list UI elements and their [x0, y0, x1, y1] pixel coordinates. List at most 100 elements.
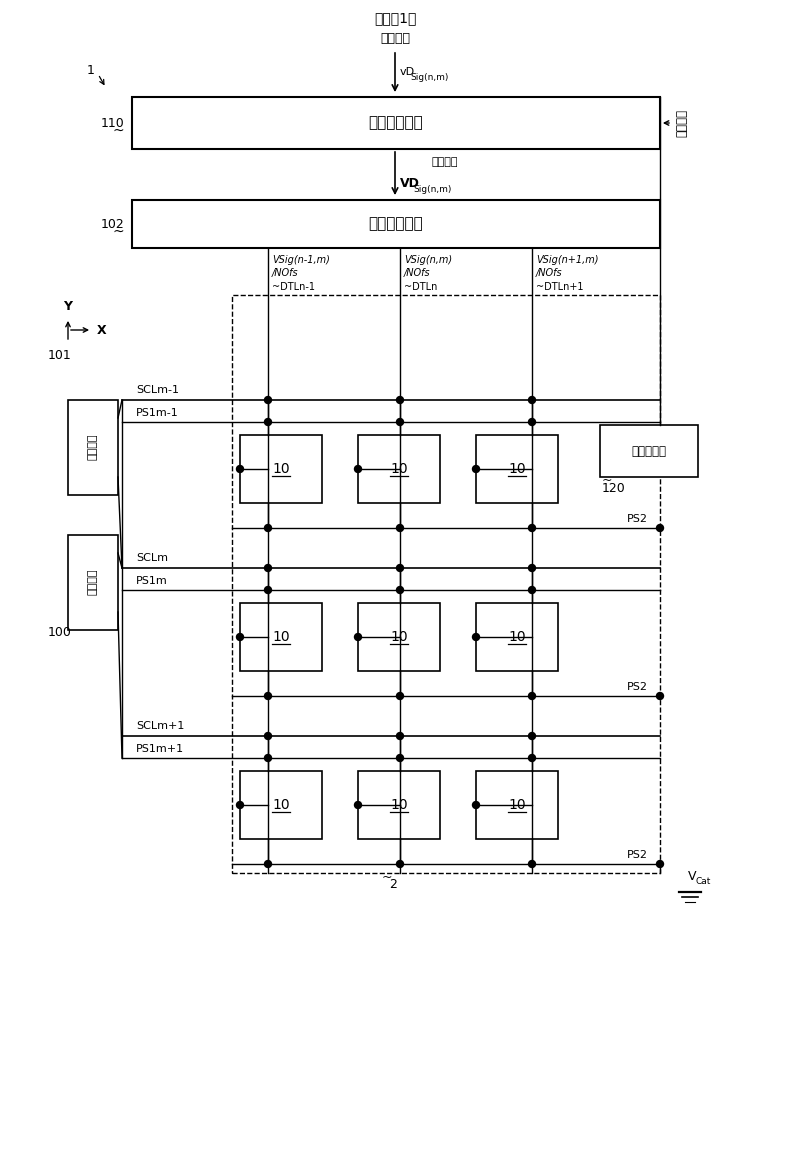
- Circle shape: [265, 396, 271, 404]
- Circle shape: [397, 587, 403, 594]
- Circle shape: [354, 633, 362, 640]
- Circle shape: [265, 564, 271, 572]
- Text: /NOfs: /NOfs: [404, 268, 430, 279]
- Text: 亮度校正单元: 亮度校正单元: [369, 115, 423, 130]
- Circle shape: [397, 396, 403, 404]
- Bar: [476, 435, 558, 503]
- Text: Sig(n,m): Sig(n,m): [410, 73, 448, 82]
- Circle shape: [397, 419, 403, 426]
- Circle shape: [529, 755, 535, 762]
- Text: SCLm: SCLm: [136, 552, 168, 563]
- Circle shape: [473, 801, 479, 808]
- Text: Sig(n,m): Sig(n,m): [413, 184, 451, 193]
- Text: 2: 2: [389, 878, 397, 892]
- Text: ~: ~: [602, 474, 613, 487]
- Text: 10: 10: [390, 798, 408, 811]
- Text: 120: 120: [602, 482, 626, 495]
- Circle shape: [657, 861, 663, 868]
- Text: ~: ~: [112, 224, 124, 239]
- Circle shape: [529, 525, 535, 532]
- Text: 10: 10: [272, 630, 290, 645]
- Text: 100: 100: [48, 625, 72, 639]
- Text: ~DTLn: ~DTLn: [404, 282, 438, 292]
- Text: PS2: PS2: [627, 849, 648, 860]
- Text: VD: VD: [400, 176, 420, 190]
- Text: 输入信号: 输入信号: [380, 31, 410, 45]
- Bar: [476, 603, 558, 671]
- Text: 10: 10: [272, 462, 290, 477]
- Circle shape: [529, 564, 535, 572]
- Text: 信号输出电路: 信号输出电路: [369, 216, 423, 231]
- Text: ~DTLn+1: ~DTLn+1: [536, 282, 583, 292]
- Circle shape: [397, 525, 403, 532]
- Text: Cat: Cat: [695, 877, 710, 885]
- Text: PS1m-1: PS1m-1: [136, 407, 178, 418]
- Text: 102: 102: [100, 218, 124, 230]
- Bar: [600, 425, 698, 477]
- Text: ~: ~: [112, 124, 124, 138]
- Text: 10: 10: [508, 630, 526, 645]
- Bar: [232, 295, 660, 872]
- Circle shape: [397, 732, 403, 739]
- Text: PS1m: PS1m: [136, 576, 168, 586]
- Text: 110: 110: [100, 116, 124, 130]
- Bar: [68, 401, 118, 495]
- Bar: [132, 97, 660, 148]
- Text: PS1m+1: PS1m+1: [136, 744, 184, 754]
- Circle shape: [237, 633, 243, 640]
- Bar: [68, 535, 118, 630]
- Circle shape: [473, 465, 479, 473]
- Circle shape: [657, 525, 663, 532]
- Text: Y: Y: [63, 300, 73, 313]
- Circle shape: [265, 755, 271, 762]
- Circle shape: [265, 732, 271, 739]
- Circle shape: [529, 732, 535, 739]
- Text: 10: 10: [390, 462, 408, 477]
- Circle shape: [473, 633, 479, 640]
- Bar: [358, 435, 440, 503]
- Circle shape: [657, 693, 663, 700]
- Text: 10: 10: [272, 798, 290, 811]
- Text: /NOfs: /NOfs: [536, 268, 562, 279]
- Circle shape: [397, 693, 403, 700]
- Bar: [476, 771, 558, 839]
- Circle shape: [265, 525, 271, 532]
- Circle shape: [397, 861, 403, 868]
- Bar: [240, 771, 322, 839]
- Text: V: V: [688, 869, 697, 883]
- Circle shape: [265, 419, 271, 426]
- Circle shape: [237, 465, 243, 473]
- Text: VSig(n,m): VSig(n,m): [404, 256, 452, 265]
- Circle shape: [265, 861, 271, 868]
- Bar: [132, 200, 660, 247]
- Circle shape: [265, 587, 271, 594]
- Text: 温度传感器: 温度传感器: [631, 444, 666, 457]
- Text: 1: 1: [87, 63, 95, 76]
- Bar: [358, 771, 440, 839]
- Text: /NOfs: /NOfs: [272, 268, 298, 279]
- Text: 10: 10: [508, 798, 526, 811]
- Text: VSig(n-1,m): VSig(n-1,m): [272, 256, 330, 265]
- Circle shape: [397, 755, 403, 762]
- Circle shape: [529, 587, 535, 594]
- Text: X: X: [97, 323, 106, 336]
- Text: （示例1）: （示例1）: [374, 12, 416, 25]
- Circle shape: [237, 801, 243, 808]
- Circle shape: [529, 861, 535, 868]
- Circle shape: [529, 419, 535, 426]
- Text: ~: ~: [382, 870, 392, 884]
- Bar: [358, 603, 440, 671]
- Circle shape: [529, 693, 535, 700]
- Text: 视频信号: 视频信号: [432, 157, 458, 167]
- Circle shape: [354, 465, 362, 473]
- Bar: [240, 603, 322, 671]
- Circle shape: [397, 564, 403, 572]
- Circle shape: [529, 396, 535, 404]
- Text: ~DTLn-1: ~DTLn-1: [272, 282, 315, 292]
- Bar: [240, 435, 322, 503]
- Text: vD: vD: [400, 67, 415, 77]
- Text: 电源单元: 电源单元: [88, 569, 98, 595]
- Text: VSig(n+1,m): VSig(n+1,m): [536, 256, 598, 265]
- Text: PS2: PS2: [627, 514, 648, 524]
- Circle shape: [354, 801, 362, 808]
